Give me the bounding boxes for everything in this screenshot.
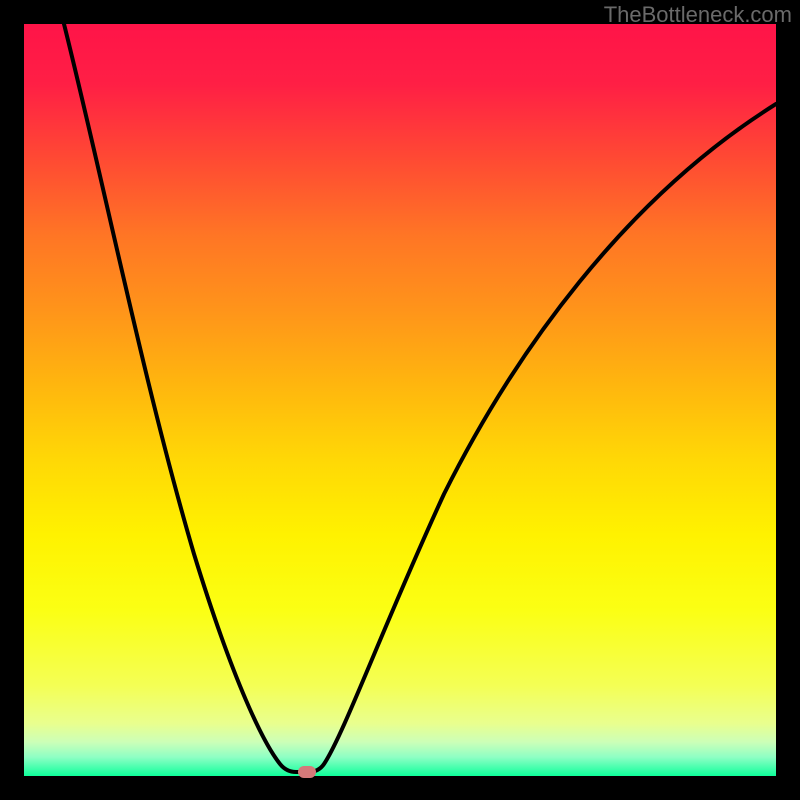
curve-right-branch: [308, 104, 776, 772]
curve-layer: [24, 24, 776, 776]
plot-area: [24, 24, 776, 776]
curve-left-branch: [64, 24, 308, 772]
watermark-text: TheBottleneck.com: [604, 2, 792, 28]
minimum-marker: [298, 766, 316, 778]
chart-container: TheBottleneck.com: [0, 0, 800, 800]
